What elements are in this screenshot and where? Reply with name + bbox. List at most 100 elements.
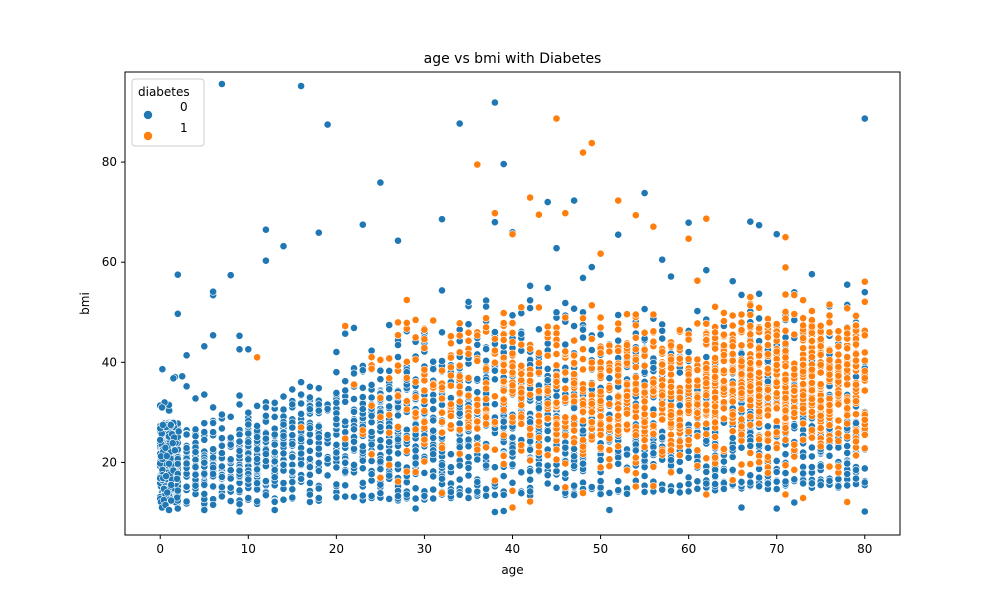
scatter-point-series-0 xyxy=(843,481,852,490)
scatter-point-series-0 xyxy=(623,450,631,459)
scatter-point-series-0 xyxy=(170,446,179,455)
scatter-point-series-0 xyxy=(596,490,605,498)
scatter-point-series-0 xyxy=(570,452,578,461)
scatter-point-series-0 xyxy=(341,458,350,467)
scatter-point-series-0 xyxy=(808,443,816,452)
scatter-point-series-0 xyxy=(535,404,543,412)
scatter-point-series-0 xyxy=(235,400,244,409)
scatter-point-series-0 xyxy=(667,486,675,495)
scatter-point-series-0 xyxy=(429,426,438,435)
scatter-point-series-0 xyxy=(675,488,684,497)
scatter-point-series-0 xyxy=(341,492,350,501)
scatter-point-series-0 xyxy=(640,487,649,496)
scatter-point-series-0 xyxy=(755,289,763,298)
scatter-point-series-0 xyxy=(825,476,834,485)
scatter-point-series-0 xyxy=(350,492,358,501)
scatter-point-series-0 xyxy=(376,366,385,375)
scatter-point-series-0 xyxy=(684,447,693,456)
scatter-point-series-0 xyxy=(552,483,561,492)
scatter-point-series-0 xyxy=(799,469,807,478)
scatter-point-series-0 xyxy=(341,481,350,490)
scatter-point-series-0 xyxy=(209,470,217,478)
scatter-point-series-0 xyxy=(570,444,578,453)
scatter-point-series-0 xyxy=(508,478,517,487)
scatter-point-series-0 xyxy=(482,461,490,470)
scatter-point-series-0 xyxy=(429,450,438,458)
scatter-point-series-0 xyxy=(473,375,482,383)
scatter-point-series-0 xyxy=(596,456,605,464)
scatter-point-series-0 xyxy=(200,419,209,428)
scatter-point-series-0 xyxy=(561,340,570,349)
scatter-point-series-0 xyxy=(332,448,341,457)
scatter-point-series-0 xyxy=(288,400,297,409)
scatter-point-series-0 xyxy=(570,491,578,499)
scatter-point-series-0 xyxy=(209,428,217,437)
scatter-point-series-0 xyxy=(350,407,358,416)
scatter-point-series-0 xyxy=(297,435,305,443)
scatter-point-series-0 xyxy=(305,424,314,433)
scatter-point-series-0 xyxy=(385,494,394,503)
scatter-point-series-0 xyxy=(358,456,367,465)
scatter-point-series-0 xyxy=(808,452,816,461)
scatter-point-series-0 xyxy=(156,435,165,444)
scatter-point-series-0 xyxy=(517,468,526,477)
scatter-point-series-0 xyxy=(191,432,200,441)
scatter-point-series-0 xyxy=(385,321,394,329)
scatter-point-series-0 xyxy=(658,485,667,494)
scatter-point-series-0 xyxy=(816,481,825,489)
scatter-point-series-0 xyxy=(288,467,297,476)
scatter-point-series-0 xyxy=(614,477,623,486)
scatter-point-series-0 xyxy=(253,433,261,441)
scatter-point-series-0 xyxy=(244,455,253,464)
scatter-point-series-0 xyxy=(429,472,438,481)
scatter-point-series-0 xyxy=(834,475,843,483)
scatter-point-series-0 xyxy=(235,391,244,400)
scatter-point-series-0 xyxy=(261,491,270,500)
scatter-point-series-0 xyxy=(623,489,631,498)
scatter-point-series-0 xyxy=(834,482,843,491)
scatter-point-series-0 xyxy=(297,390,305,399)
scatter-point-series-0 xyxy=(799,452,807,461)
scatter-point-series-0 xyxy=(376,375,385,384)
scatter-point-series-0 xyxy=(209,500,217,509)
scatter-point-series-0 xyxy=(614,459,623,468)
scatter-point-series-0 xyxy=(182,482,191,491)
scatter-point-series-0 xyxy=(288,485,297,494)
scatter-point-series-0 xyxy=(579,426,587,435)
scatter-point-series-0 xyxy=(482,345,490,353)
scatter-point-series-0 xyxy=(649,449,658,458)
scatter-point-series-0 xyxy=(526,281,534,290)
scatter-point-series-0 xyxy=(728,465,737,474)
scatter-point-series-0 xyxy=(579,273,587,282)
scatter-point-series-0 xyxy=(499,490,508,499)
scatter-point-series-0 xyxy=(350,369,358,378)
scatter-point-series-0 xyxy=(253,497,261,506)
scatter-point-series-0 xyxy=(579,333,587,342)
scatter-point-series-0 xyxy=(367,457,376,465)
scatter-point-series-0 xyxy=(394,353,402,361)
scatter-point-series-0 xyxy=(288,453,297,461)
scatter-point-series-0 xyxy=(270,473,279,482)
scatter-point-series-0 xyxy=(640,451,649,460)
scatter-point-series-0 xyxy=(200,480,209,489)
scatter-point-series-0 xyxy=(808,479,816,488)
scatter-point-series-0 xyxy=(684,453,693,462)
scatter-point-series-0 xyxy=(702,353,711,361)
scatter-point-series-0 xyxy=(464,453,473,461)
scatter-point-series-0 xyxy=(438,357,446,365)
scatter-point-series-0 xyxy=(526,304,534,312)
scatter-point-series-0 xyxy=(473,340,482,349)
scatter-point-series-0 xyxy=(279,495,288,504)
scatter-point-series-0 xyxy=(570,404,578,412)
scatter-point-series-0 xyxy=(852,419,860,428)
scatter-point-series-0 xyxy=(464,435,473,444)
scatter-point-series-0 xyxy=(455,409,464,418)
scatter-point-series-0 xyxy=(684,480,693,488)
scatter-point-series-0 xyxy=(209,418,217,427)
scatter-point-series-0 xyxy=(305,446,314,455)
scatter-point-series-0 xyxy=(279,479,288,487)
scatter-point-series-0 xyxy=(314,384,323,393)
scatter-point-series-0 xyxy=(720,457,728,466)
scatter-point-series-0 xyxy=(182,430,191,439)
scatter-point-series-0 xyxy=(261,450,270,458)
